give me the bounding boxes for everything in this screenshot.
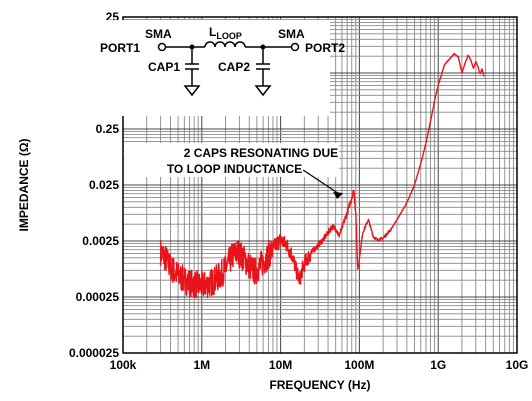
y-tick-label: 0.0025 [82,234,119,248]
ground2-icon [254,85,272,97]
cap2-label: CAP2 [218,60,250,74]
port2-terminal-icon [290,42,300,52]
sma-left-label: SMA [145,27,172,41]
cap1-icon [185,47,199,86]
x-axis-label: FREQUENCY (Hz) [269,378,370,392]
y-tick-label: 0.025 [89,178,119,192]
sma-right-label: SMA [278,27,305,41]
annotation-arrowhead [333,191,344,199]
x-tick-label: 10M [269,358,292,372]
schematic-background [100,20,330,116]
y-axis-label: IMPEDANCE (Ω) [17,139,31,232]
x-tick-label: 1M [193,358,210,372]
inductor-label-main: L [209,25,216,39]
port1-terminal-icon [157,42,167,52]
series-layer [159,52,485,299]
impedance-series-line [159,52,485,299]
x-tick-label: 10G [506,358,529,372]
annotation-line-1: 2 CAPS RESONATING DUE [184,146,338,160]
y-tick-label: 0.00025 [76,290,120,304]
circuit-schematic: SMA SMA PORT1 PORT2 LLOOP CAP1 CAP2 [100,20,345,116]
port2-label: PORT2 [305,41,345,55]
annotation-background [124,143,340,177]
cap2-icon [256,47,270,86]
inductor-label-sub: LOOP [216,31,242,41]
annotation-line-2: TO LOOP INDUCTANCE [167,162,302,176]
plot-frame [122,16,518,354]
ground1-icon [183,85,201,97]
inductor-label: LLOOP [209,25,242,41]
annotation-arrow [302,169,340,195]
port1-label: PORT1 [100,41,140,55]
x-tick-label: 1G [430,358,446,372]
x-axis-ticks: 100k 1M 10M 100M 1G 10G [110,358,529,372]
x-tick-label: 100M [344,358,374,372]
inductor-coil-icon [204,41,246,48]
y-tick-label: 0.25 [96,122,120,136]
x-tick-label: 100k [110,358,137,372]
y-tick-label: 0.000025 [69,346,119,360]
cap1-label: CAP1 [148,60,180,74]
